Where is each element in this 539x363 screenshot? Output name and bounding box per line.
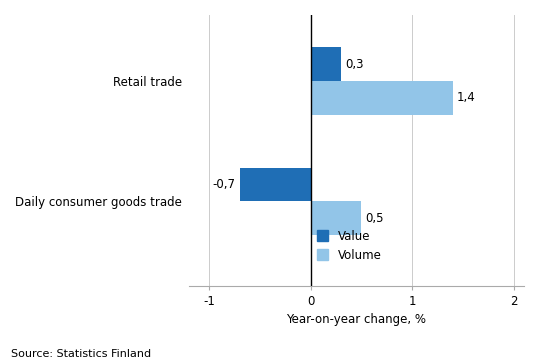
Text: 0,5: 0,5 (365, 212, 384, 225)
Text: Source: Statistics Finland: Source: Statistics Finland (11, 349, 151, 359)
Text: 1,4: 1,4 (457, 91, 476, 105)
Bar (310, 201, 362, 235)
Text: 0,3: 0,3 (345, 58, 364, 71)
Legend: Value, Volume: Value, Volume (316, 230, 382, 262)
Text: -0,7: -0,7 (212, 178, 236, 191)
Bar (240, 168, 310, 201)
Bar (310, 48, 341, 81)
Bar (310, 81, 453, 115)
X-axis label: Year-on-year change, %: Year-on-year change, % (286, 313, 426, 326)
